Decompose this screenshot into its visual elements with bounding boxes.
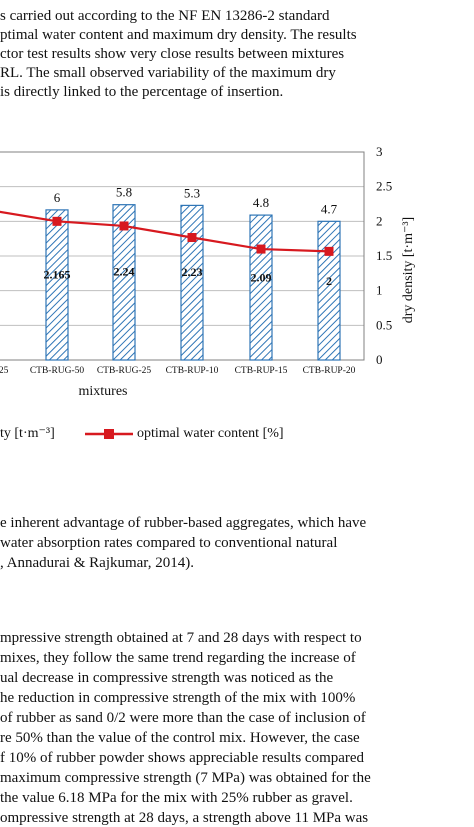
y-tick-label-right: 2: [376, 213, 383, 228]
line-marker-icon: [85, 429, 133, 439]
y-tick-label-right: 1.5: [376, 248, 392, 263]
text-line: mpressive strength obtained at 7 and 28 …: [0, 630, 362, 646]
text-line: ptimal water content and maximum dry den…: [0, 27, 357, 43]
legend-item-dry-density: ty [t·m⁻³]: [0, 426, 55, 441]
data-point-water-content: [52, 216, 62, 226]
bar: [317, 220, 341, 361]
x-tick-label: CTB-RUG-25: [97, 366, 152, 376]
x-tick-label: -25: [0, 366, 9, 376]
text-line: ctor test results show very close result…: [0, 46, 345, 62]
y-tick-label-right: 1: [376, 283, 383, 298]
bar-data-label: 2: [326, 274, 332, 288]
bar-data-label: 2.23: [182, 265, 203, 279]
text-line: he reduction in compressive strength of …: [0, 690, 356, 706]
text-line: is directly linked to the percentage of …: [0, 84, 284, 100]
y-tick-label-right: 3: [376, 144, 383, 159]
y-tick-label-right: 0.5: [376, 317, 392, 332]
text-line: f 10% of rubber powder shows appreciable…: [0, 750, 365, 766]
data-point-water-content: [119, 221, 129, 231]
text-line: re 50% than the value of the control mix…: [0, 730, 360, 746]
bar-data-label: 2.165: [44, 267, 71, 281]
y-tick-label-right: 2.5: [376, 179, 392, 194]
text-line: RL. The small observed variability of th…: [0, 65, 336, 81]
water-data-label: 4.7: [321, 201, 338, 216]
bar: [180, 204, 204, 361]
water-data-label: 4.8: [253, 195, 269, 210]
chart-legend: ty [t·m⁻³] optimal water content [%]: [0, 425, 284, 442]
data-point-water-content: [324, 246, 334, 256]
water-data-label: 5.8: [116, 185, 132, 200]
bar-data-label: 2.09: [251, 270, 272, 284]
text-line: ual decrease in compressive strength was…: [0, 670, 334, 686]
x-tick-label: CTB-RUP-20: [303, 366, 356, 376]
bar: [45, 209, 69, 361]
y-tick-label-right: 0: [376, 352, 383, 367]
text-line: ompressive strength at 28 days, a streng…: [0, 810, 369, 826]
text-line: , Annadurai & Rajkumar, 2014).: [0, 555, 194, 571]
text-line: mixes, they follow the same trend regard…: [0, 650, 356, 666]
text-line: of rubber as sand 0/2 were more than the…: [0, 710, 366, 726]
data-point-water-content: [187, 233, 197, 243]
x-axis-label: mixtures: [79, 384, 128, 399]
water-data-label: 6: [54, 190, 61, 205]
x-tick-label: CTB-RUP-10: [166, 366, 219, 376]
x-tick-label: CTB-RUP-15: [235, 366, 288, 376]
water-data-label: 5.3: [184, 185, 200, 200]
bar: [249, 214, 273, 361]
legend-label-water-content: optimal water content [%]: [137, 426, 284, 441]
bar: [112, 204, 136, 361]
x-tick-label: CTB-RUG-50: [30, 366, 85, 376]
text-line: water absorption rates compared to conve…: [0, 535, 338, 551]
chart: 2.165 2.24 2.23 2.09 2 6 5.8 5.3 4.8 4.7 0 0.5 1 1.…: [0, 144, 416, 399]
data-point-water-content: [256, 244, 266, 254]
series-line-water-content: [0, 210, 330, 253]
text-line: e inherent advantage of rubber-based agg…: [0, 515, 367, 531]
plot-area-border: [0, 151, 365, 361]
bar-data-label: 2.24: [114, 264, 135, 278]
text-line: maximum compressive strength (7 MPa) was…: [0, 770, 371, 786]
text-line: s carried out according to the NF EN 132…: [0, 8, 330, 24]
y-axis-label-right: dry density [t·m⁻³]: [401, 217, 416, 323]
text-line: the value 6.18 MPa for the mix with 25% …: [0, 790, 353, 806]
